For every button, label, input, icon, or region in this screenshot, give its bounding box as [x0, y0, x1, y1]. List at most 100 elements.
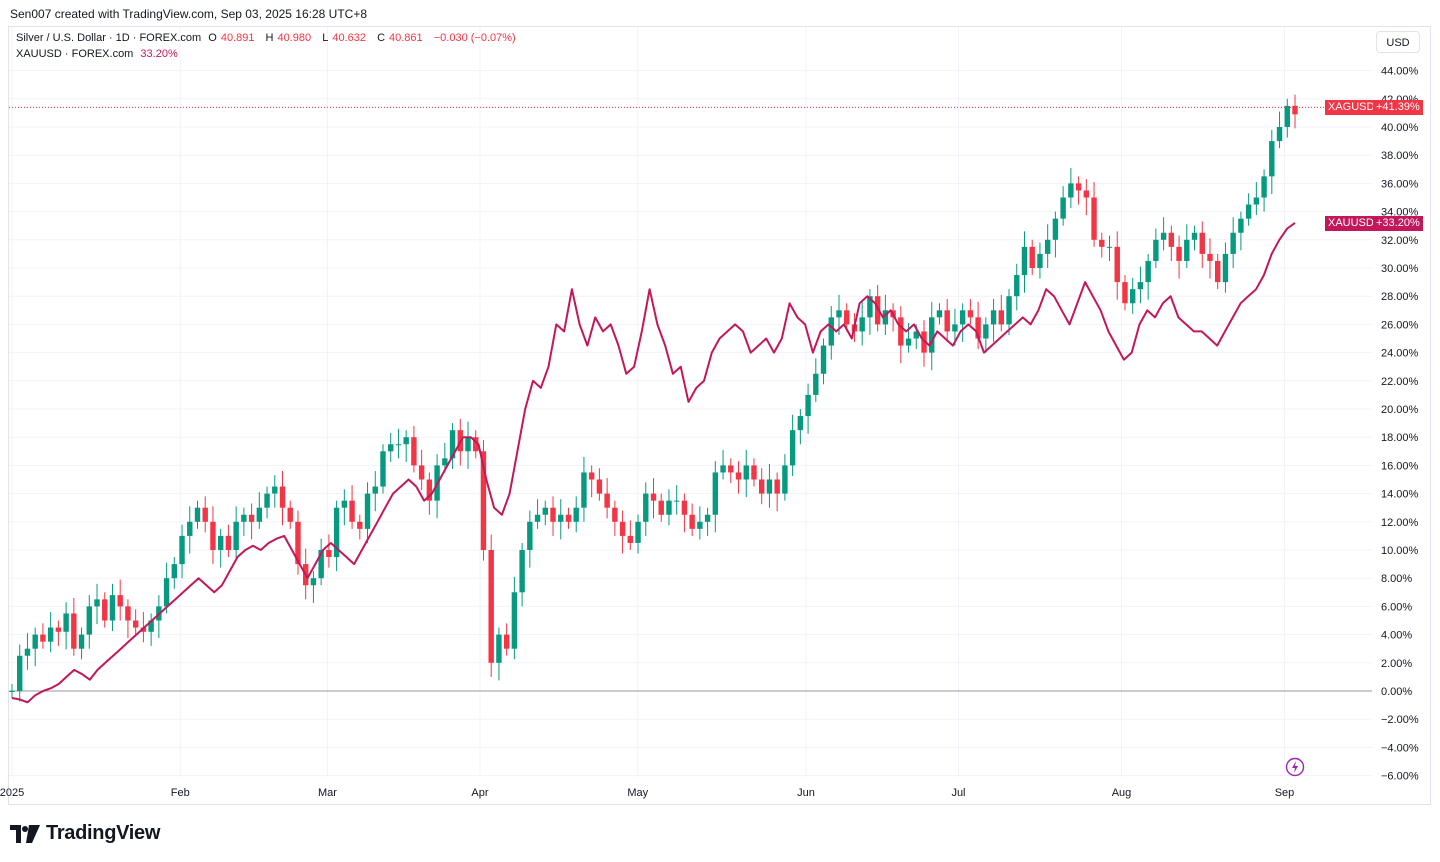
candle-body — [1091, 197, 1097, 240]
candle-body — [248, 514, 255, 522]
candle-body — [264, 493, 270, 508]
candle-body — [1292, 105, 1298, 115]
created-by-header: Sen007 created with TradingView.com, Sep… — [10, 7, 368, 21]
candle-body — [148, 620, 154, 632]
tradingview-brand[interactable]: TradingView — [10, 822, 160, 845]
candle-body — [1230, 232, 1236, 254]
candle-body — [704, 514, 711, 522]
candle-body — [1160, 232, 1167, 240]
candle-body — [380, 451, 386, 487]
candle-body — [310, 578, 317, 586]
tradingview-logo-icon — [10, 824, 40, 843]
candle-body — [179, 535, 185, 565]
candle-body — [109, 595, 116, 621]
candle-body — [395, 444, 402, 446]
xauusd-value-tag: +33.20% — [1373, 215, 1423, 231]
y-tick-label: 40.00% — [1381, 122, 1419, 134]
candle-body — [187, 521, 193, 536]
candle-body — [828, 317, 834, 346]
candle-body — [1068, 183, 1074, 198]
candle-body — [534, 514, 541, 522]
candle-body — [643, 493, 649, 522]
y-tick-label: 28.00% — [1381, 291, 1419, 303]
candle-body — [1029, 246, 1035, 268]
y-tick-label: 22.00% — [1381, 376, 1419, 388]
candle-body — [1044, 239, 1051, 254]
y-tick-label: 8.00% — [1381, 573, 1412, 585]
candle-body — [558, 514, 564, 522]
legend-symbol[interactable]: Silver / U.S. Dollar · 1D · FOREX.com — [16, 32, 202, 44]
candle-body — [1099, 239, 1105, 247]
y-tick-label: 24.00% — [1381, 348, 1419, 360]
candle-body — [1176, 246, 1182, 261]
candle-body — [820, 345, 827, 374]
compare-series-legend: XAUUSD · FOREX.com 33.20% — [16, 48, 182, 60]
y-tick-label: 34.00% — [1381, 207, 1419, 219]
legend-close-value: 40.861 — [389, 32, 423, 44]
candle-body — [71, 613, 77, 649]
y-tick-label: 0.00% — [1381, 686, 1412, 698]
legend-compare-symbol[interactable]: XAUUSD · FOREX.com — [16, 48, 134, 60]
candle-body — [32, 634, 38, 649]
candle-body — [349, 500, 355, 522]
candle-body — [1199, 232, 1205, 254]
candle-body — [357, 521, 363, 529]
candle-body — [1014, 275, 1020, 297]
legend-compare-value: 33.20% — [140, 48, 178, 60]
candle-body — [256, 507, 263, 522]
y-tick-label: 36.00% — [1381, 178, 1419, 190]
candle-body — [287, 507, 293, 522]
candle-body — [728, 465, 734, 473]
y-tick-label: 14.00% — [1381, 489, 1419, 501]
candle-body — [527, 521, 533, 550]
candle-body — [758, 479, 765, 494]
candle-body — [333, 507, 340, 558]
y-tick-label: 44.00% — [1381, 66, 1419, 78]
candle-body — [47, 627, 54, 642]
x-tick-label: Apr — [471, 787, 488, 799]
candle-body — [241, 514, 247, 522]
candle-body — [217, 535, 224, 550]
candle-body — [1207, 253, 1213, 261]
x-tick-label: Mar — [318, 787, 337, 799]
candle-body — [666, 500, 672, 515]
candle-body — [1276, 127, 1283, 142]
candle-body — [867, 296, 873, 318]
candle-body — [279, 486, 286, 508]
candle-body — [774, 479, 780, 494]
candle-body — [743, 465, 749, 480]
candle-body — [125, 606, 131, 621]
legend-open-value: 40.891 — [220, 32, 255, 44]
y-tick-label: 32.00% — [1381, 235, 1419, 247]
candle-body — [171, 564, 178, 579]
candle-body — [697, 521, 703, 529]
candle-body — [1075, 183, 1082, 191]
candle-body — [658, 500, 664, 515]
currency-button[interactable]: USD — [1376, 31, 1420, 53]
candle-body — [936, 310, 943, 318]
candle-body — [797, 416, 804, 431]
y-tick-label: 26.00% — [1381, 319, 1419, 331]
candle-body — [418, 465, 425, 480]
candle-body — [9, 691, 15, 692]
y-tick-label: 20.00% — [1381, 404, 1419, 416]
candle-body — [17, 655, 23, 691]
candle-body — [844, 310, 850, 325]
y-tick-label: −4.00% — [1381, 742, 1419, 754]
legend-close-label: C — [377, 32, 386, 44]
candle-body — [326, 550, 332, 558]
candle-body — [836, 310, 842, 318]
candle-body — [1106, 246, 1113, 248]
candle-body — [1122, 282, 1128, 304]
candle-body — [449, 430, 456, 459]
legend-low-label: L — [322, 32, 329, 44]
candle-body — [511, 592, 518, 649]
candle-body — [40, 634, 46, 642]
y-tick-label: 12.00% — [1381, 517, 1419, 529]
lightning-icon[interactable] — [1285, 757, 1305, 777]
candle-body — [627, 535, 634, 543]
candle-body — [588, 472, 595, 480]
candle-body — [581, 472, 587, 508]
